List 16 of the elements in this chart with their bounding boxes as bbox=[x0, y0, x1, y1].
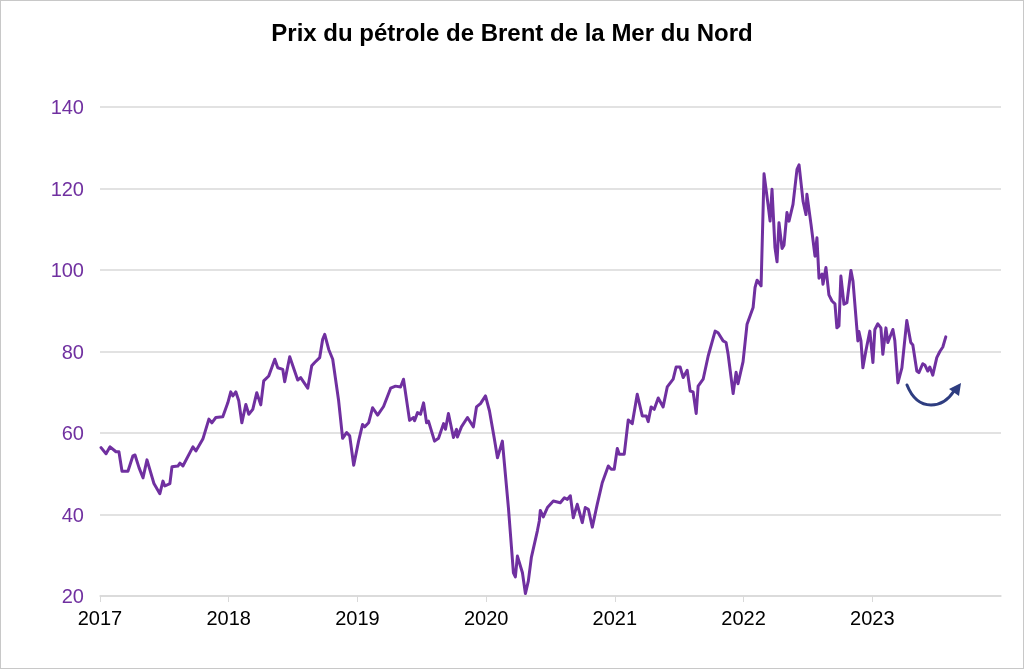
x-tick-label: 2018 bbox=[206, 607, 251, 629]
y-tick-label: 80 bbox=[61, 340, 84, 363]
y-tick-label: 100 bbox=[50, 259, 84, 281]
x-tick-label: 2019 bbox=[335, 607, 380, 629]
x-tick-label: 2023 bbox=[850, 607, 895, 629]
y-tick-label: 60 bbox=[61, 422, 84, 444]
y-tick-label: 140 bbox=[50, 96, 84, 118]
y-tick-label: 20 bbox=[61, 585, 84, 607]
chart-title: Prix du pétrole de Brent de la Mer du Nord bbox=[271, 18, 753, 46]
y-tick-label: 40 bbox=[61, 503, 84, 526]
x-tick-label: 2021 bbox=[592, 607, 638, 629]
x-tick-label: 2020 bbox=[463, 607, 509, 629]
line-series bbox=[99, 163, 948, 596]
y-tick-label: 120 bbox=[50, 177, 84, 200]
x-tick-label: 2017 bbox=[77, 607, 123, 629]
x-tick-label: 2022 bbox=[721, 607, 766, 629]
